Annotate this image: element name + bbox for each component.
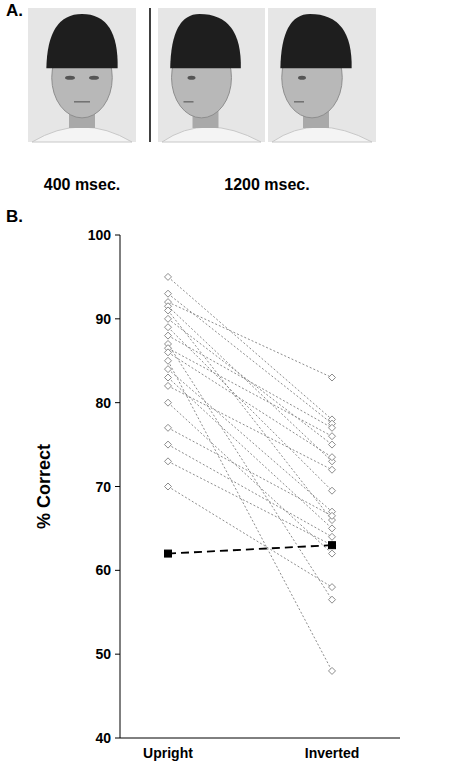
eye <box>298 76 306 80</box>
point-marker <box>329 487 336 494</box>
y-tick <box>115 486 120 487</box>
point-marker <box>165 273 172 280</box>
subject-line <box>168 306 332 461</box>
mouth <box>294 101 304 103</box>
point-marker <box>165 550 172 557</box>
point-marker <box>165 382 172 389</box>
point-marker <box>165 374 172 381</box>
subject-line <box>168 386 332 470</box>
point-marker <box>165 349 172 356</box>
y-axis-title: % Correct <box>34 444 54 529</box>
y-tick-label: 50 <box>95 646 111 662</box>
point-marker <box>329 550 336 557</box>
hat <box>280 14 351 68</box>
y-tick-label: 100 <box>88 227 112 243</box>
y-tick <box>115 570 120 571</box>
subject-line <box>168 545 332 553</box>
y-tick <box>115 738 120 739</box>
duration-label: 400 msec. <box>44 176 121 193</box>
shoulders <box>272 127 372 142</box>
point-marker <box>165 366 172 373</box>
subject-line <box>168 445 332 537</box>
point-marker <box>329 424 336 431</box>
hat <box>170 14 241 68</box>
x-tick-label: Inverted <box>305 745 359 761</box>
point-marker <box>329 542 336 549</box>
panel-letter: A. <box>6 1 23 20</box>
face-profile <box>158 8 265 142</box>
y-tick-label: 80 <box>95 395 111 411</box>
panel-letter: B. <box>6 207 23 226</box>
point-marker <box>329 596 336 603</box>
subject-line <box>168 487 332 588</box>
plot-marks <box>165 273 336 674</box>
photo-background <box>268 8 376 142</box>
face-front <box>28 8 136 142</box>
point-marker <box>165 332 172 339</box>
mouth <box>74 101 90 103</box>
point-marker <box>329 441 336 448</box>
mouth <box>184 101 194 103</box>
point-marker <box>165 324 172 331</box>
subject-line <box>168 403 332 554</box>
figure: A. 400 msec. 1200 msec. B. 40 50 60 70 80 90 100 % … <box>0 0 474 766</box>
subject-line <box>168 348 332 436</box>
subject-line <box>168 327 332 490</box>
y-tick <box>115 318 120 319</box>
photo-background <box>28 8 136 142</box>
subject-line <box>168 310 332 520</box>
y-tick-label: 60 <box>95 562 111 578</box>
subject-line <box>168 277 332 420</box>
point-marker <box>165 483 172 490</box>
point-marker <box>329 533 336 540</box>
divider <box>149 8 151 142</box>
y-tick <box>115 654 120 655</box>
subject-line <box>168 428 332 516</box>
duration-label: 1200 msec. <box>224 176 309 193</box>
point-marker <box>165 424 172 431</box>
point-marker <box>329 525 336 532</box>
photo-background <box>158 8 265 142</box>
point-marker <box>165 399 172 406</box>
y-tick <box>115 402 120 403</box>
y-tick-label: 90 <box>95 311 111 327</box>
point-marker <box>329 584 336 591</box>
point-marker <box>165 290 172 297</box>
face-three-quarter <box>268 8 376 142</box>
subject-line <box>168 302 332 377</box>
point-marker <box>329 466 336 473</box>
point-marker <box>329 433 336 440</box>
subject-line <box>168 344 332 600</box>
eye <box>65 76 75 80</box>
point-marker <box>329 454 336 461</box>
point-marker <box>165 441 172 448</box>
point-marker <box>165 458 172 465</box>
point-marker <box>329 542 336 549</box>
shoulders <box>162 127 261 142</box>
point-marker <box>329 667 336 674</box>
subject-line <box>168 378 332 529</box>
point-marker <box>165 357 172 364</box>
hat <box>46 14 117 68</box>
subject-line <box>168 461 332 545</box>
subject-line <box>168 361 332 671</box>
y-tick-label: 40 <box>95 730 111 746</box>
point-marker <box>329 374 336 381</box>
point-marker <box>165 307 172 314</box>
eye <box>89 76 99 80</box>
eye <box>188 76 196 80</box>
y-tick-label: 70 <box>95 479 111 495</box>
shoulders <box>32 127 132 142</box>
x-axis <box>120 738 400 739</box>
point-marker <box>329 512 336 519</box>
y-axis <box>120 235 121 738</box>
y-tick <box>115 235 120 236</box>
x-tick-label: Upright <box>143 745 193 761</box>
subject-line <box>168 294 332 424</box>
point-marker <box>165 315 172 322</box>
